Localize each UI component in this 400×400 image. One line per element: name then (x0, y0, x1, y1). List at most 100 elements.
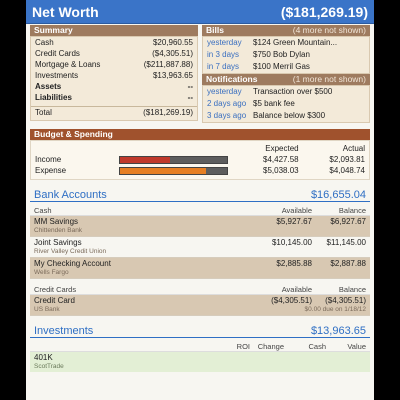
col-credit-cards: Credit Cards (34, 285, 77, 294)
account-row[interactable]: My Checking Account Wells Fargo $2,885.88… (30, 258, 370, 279)
account-institution: River Valley Credit Union (34, 248, 107, 255)
notification-what: Transaction over $500 (253, 87, 333, 96)
budget-progress-bar (118, 167, 229, 175)
summary-label: Credit Cards (35, 49, 80, 58)
card-institution: US Bank (34, 306, 60, 313)
account-balance: $2,887.88 (330, 259, 366, 268)
account-available: $5,927.67 (276, 217, 312, 226)
bank-accounts-title: Bank Accounts (34, 189, 107, 201)
account-available: $2,885.88 (276, 259, 312, 268)
summary-value: -- (187, 93, 193, 102)
investment-name: 401K (34, 353, 53, 362)
account-row[interactable]: Joint Savings River Valley Credit Union $… (30, 237, 370, 258)
budget-column-headers: Expected Actual (31, 143, 369, 154)
summary-title: Summary (34, 25, 73, 35)
notification-when: yesterday (207, 87, 242, 96)
investment-row[interactable]: 401K ScotTrade (30, 352, 370, 372)
app-screen: Net Worth ($181,269.19) Summary Cash $20,… (26, 0, 374, 400)
top-panels: Summary Cash $20,960.55 Credit Cards ($4,3… (26, 25, 374, 123)
account-institution: Chittenden Bank (34, 227, 83, 234)
account-name: Joint Savings (34, 238, 82, 247)
summary-row-liabilities[interactable]: Liabilities -- (31, 92, 197, 103)
summary-value: $13,963.65 (152, 71, 193, 80)
summary-row-investments[interactable]: Investments $13,963.65 (31, 70, 197, 81)
summary-label: Liabilities (35, 93, 72, 102)
bill-what: $124 Green Mountain... (253, 38, 338, 47)
budget-col-expected: Expected (265, 144, 299, 153)
investments-header[interactable]: Investments $13,963.65 (30, 324, 370, 338)
bank-accounts-total: $16,655.04 (310, 189, 366, 201)
notification-item[interactable]: yesterday Transaction over $500 (203, 86, 369, 98)
account-name: My Checking Account (34, 259, 111, 268)
bank-accounts-header[interactable]: Bank Accounts $16,655.04 (30, 188, 370, 202)
col-cash: Cash (34, 206, 52, 215)
col-value: Value (347, 342, 366, 351)
col-balance: Balance (338, 206, 366, 215)
notifications-more-count: (1 more not shown) (292, 74, 366, 84)
page-title: Net Worth (32, 3, 99, 20)
credit-cards-column-headers: Credit Cards Available Balance (30, 285, 370, 295)
account-balance: $6,927.67 (330, 217, 366, 226)
budget-expected: $5,038.03 (263, 166, 299, 175)
account-balance: $11,145.00 (326, 238, 366, 247)
summary-row-assets[interactable]: Assets -- (31, 81, 197, 92)
budget-progress-fill (119, 157, 171, 163)
summary-row-credit-cards[interactable]: Credit Cards ($4,305.51) (31, 48, 197, 59)
bill-item[interactable]: in 7 days $100 Merril Gas (203, 61, 369, 73)
budget-actual: $2,093.81 (329, 155, 365, 164)
net-worth-header: Net Worth ($181,269.19) (26, 0, 374, 24)
card-due-note: $0.00 due on 1/18/12 (304, 306, 366, 313)
notification-what: $5 bank fee (253, 99, 295, 108)
summary-label: Investments (35, 71, 79, 80)
col-cash-inv: Cash (308, 342, 326, 351)
col-balance: Balance (338, 285, 366, 294)
col-available: Available (281, 206, 312, 215)
account-available: $10,145.00 (271, 238, 312, 247)
credit-card-row[interactable]: Credit Card US Bank ($4,305.51) ($4,305.5… (30, 295, 370, 316)
summary-row-mortgage[interactable]: Mortgage & Loans ($211,887.88) (31, 59, 197, 70)
bills-more-count: (4 more not shown) (292, 25, 366, 35)
budget-header: Budget & Spending (30, 129, 370, 140)
net-worth-amount: ($181,269.19) (280, 3, 368, 20)
notification-item[interactable]: 2 days ago $5 bank fee (203, 98, 369, 110)
summary-label: Cash (35, 38, 54, 47)
budget-label: Income (35, 155, 62, 164)
summary-row-cash[interactable]: Cash $20,960.55 (31, 37, 197, 48)
summary-total-label: Total (35, 108, 52, 117)
card-balance: ($4,305.51) (325, 296, 366, 305)
investment-broker: ScotTrade (34, 363, 64, 370)
bill-when: in 3 days (207, 50, 240, 59)
summary-value: ($211,887.88) (143, 60, 193, 69)
bill-item[interactable]: yesterday $124 Green Mountain... (203, 37, 369, 49)
notification-when: 2 days ago (207, 99, 247, 108)
bill-when: yesterday (207, 38, 242, 47)
budget-row-expense[interactable]: Expense $5,038.03 $4,048.74 (31, 165, 369, 176)
account-institution: Wells Fargo (34, 269, 69, 276)
budget-row-income[interactable]: Income $4,427.58 $2,093.81 (31, 154, 369, 165)
summary-row-total: Total ($181,269.19) (31, 106, 197, 118)
bank-column-headers: Cash Available Balance (30, 206, 370, 216)
card-name: Credit Card (34, 296, 75, 305)
summary-label: Assets (35, 82, 62, 91)
investments-total: $13,963.65 (310, 325, 366, 337)
summary-value: -- (187, 82, 193, 91)
account-row[interactable]: MM Savings Chittenden Bank $5,927.67 $6,9… (30, 216, 370, 237)
bill-what: $100 Merril Gas (253, 62, 310, 71)
notifications-list: yesterday Transaction over $500 2 days ag… (202, 85, 370, 123)
notifications-header[interactable]: Notifications (1 more not shown) (202, 74, 370, 85)
summary-body: Cash $20,960.55 Credit Cards ($4,305.51) M… (30, 36, 198, 121)
col-roi: ROI (236, 342, 250, 351)
budget-expected: $4,427.58 (263, 155, 299, 164)
investments-column-headers: ROI Change Cash Value (30, 342, 370, 352)
summary-value: ($4,305.51) (152, 49, 193, 58)
bill-item[interactable]: in 3 days $750 Bob Dylan (203, 49, 369, 61)
bills-header[interactable]: Bills (4 more not shown) (202, 25, 370, 36)
bill-when: in 7 days (207, 62, 240, 71)
notifications-title: Notifications (206, 74, 258, 84)
budget-progress-fill (119, 168, 206, 174)
notification-item[interactable]: 3 days ago Balance below $300 (203, 110, 369, 122)
bills-title: Bills (206, 25, 224, 35)
summary-label: Mortgage & Loans (35, 60, 101, 69)
col-change: Change (257, 342, 284, 351)
